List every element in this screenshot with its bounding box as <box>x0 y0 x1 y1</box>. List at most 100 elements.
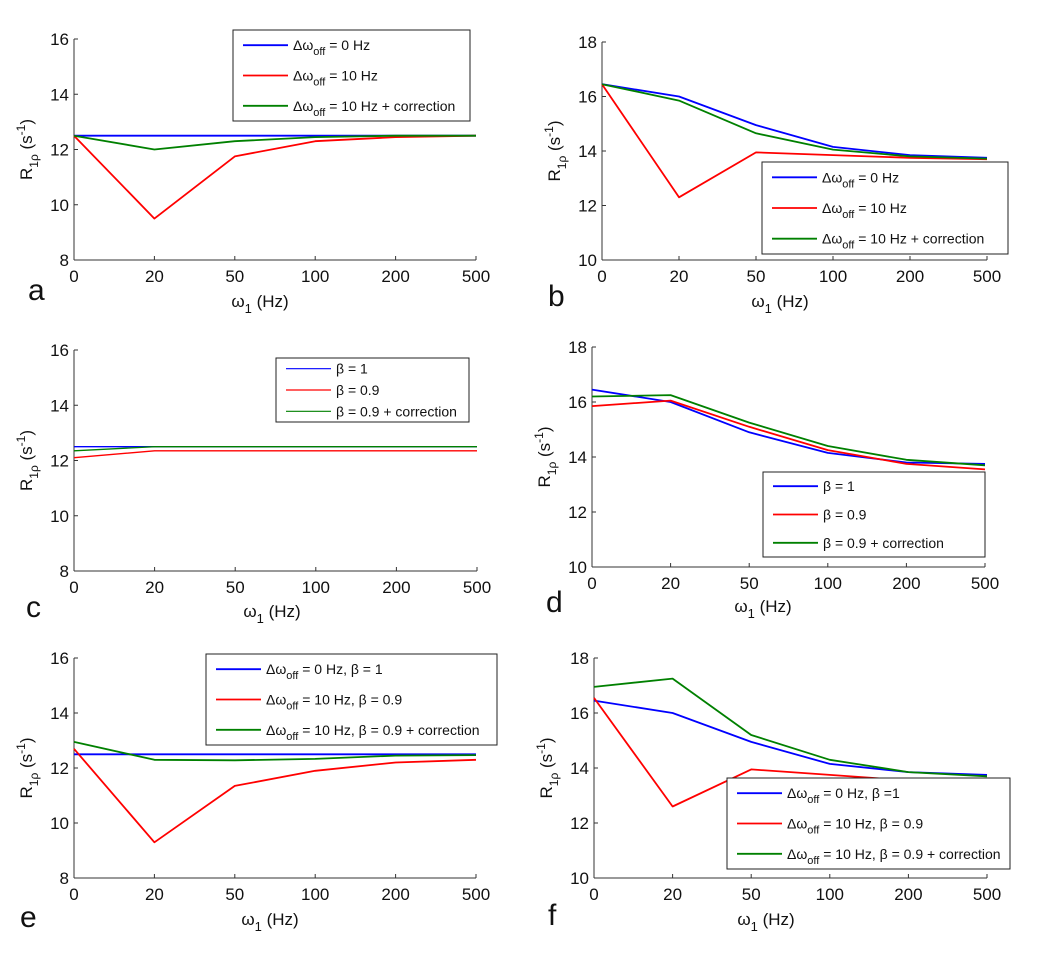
x-tick-label: 20 <box>661 574 680 593</box>
legend-label: Δωoff = 10 Hz, β = 0.9 + correction <box>266 722 480 743</box>
x-tick-label: 100 <box>816 885 844 904</box>
x-tick-label: 100 <box>814 574 842 593</box>
x-tick-label: 200 <box>382 578 410 597</box>
x-tick-label: 200 <box>894 885 922 904</box>
legend-label: Δωoff = 10 Hz <box>293 68 378 89</box>
x-tick-label: 0 <box>69 578 78 597</box>
series-line-2 <box>73 450 477 459</box>
y-tick-label: 8 <box>60 251 69 270</box>
y-tick-label: 10 <box>568 558 587 577</box>
legend: Δωoff = 0 Hz Δωoff = 10 Hz Δωoff = 10 Hz +… <box>761 161 1009 255</box>
x-axis-label: ω1 (Hz) <box>231 292 288 316</box>
x-tick-label: 0 <box>69 267 78 286</box>
x-tick-label: 20 <box>663 885 682 904</box>
x-tick-label: 0 <box>69 885 78 904</box>
x-tick-label: 200 <box>896 267 924 286</box>
panel-c: 8 10 12 14 16 0 20 50 100 200 500 ω1 (Hz) R1ρ (s-1) β… <box>14 341 491 626</box>
y-tick-label: 14 <box>570 759 589 778</box>
y-tick-label: 8 <box>60 869 69 888</box>
panel-d: 10 12 14 16 18 0 20 50 100 200 500 ω1 (Hz) R1ρ (s-1)… <box>532 338 999 621</box>
x-tick-label: 50 <box>742 885 761 904</box>
legend: Δωoff = 0 Hz, β =1 Δωoff = 10 Hz, β = 0.9… <box>726 777 1011 870</box>
legend-label: Δωoff = 0 Hz <box>822 169 899 190</box>
x-tick-label: 500 <box>973 885 1001 904</box>
legend-label: Δωoff = 0 Hz <box>293 37 370 58</box>
legend-label: β = 0.9 + correction <box>823 535 944 551</box>
series-line-3 <box>601 83 988 160</box>
legend-label: β = 0.9 <box>336 382 380 398</box>
legend-label: Δωoff = 10 Hz, β = 0.9 + correction <box>787 846 1001 867</box>
legend-label: Δωoff = 10 Hz + correction <box>822 231 984 252</box>
series-line-1 <box>601 83 988 159</box>
y-tick-label: 16 <box>578 88 597 107</box>
x-tick-label: 500 <box>973 267 1001 286</box>
y-tick-label: 14 <box>50 704 69 723</box>
x-tick-label: 20 <box>145 578 164 597</box>
y-tick-label: 18 <box>578 33 597 52</box>
series-line-1 <box>591 388 986 465</box>
y-tick-label: 10 <box>578 251 597 270</box>
legend: Δωoff = 0 Hz Δωoff = 10 Hz Δωoff = 10 Hz +… <box>232 29 471 122</box>
y-axis-label: R1ρ (s-1) <box>14 119 41 180</box>
y-tick-label: 8 <box>60 562 69 581</box>
x-tick-label: 0 <box>589 885 598 904</box>
panel-label: c <box>26 591 41 624</box>
legend: β = 1 β = 0.9 β = 0.9 + correction <box>762 471 986 558</box>
y-axis-label: R1ρ (s-1) <box>14 737 41 798</box>
y-tick-label: 12 <box>50 141 69 160</box>
x-tick-label: 0 <box>587 574 596 593</box>
y-tick-label: 16 <box>570 704 589 723</box>
panel-label: f <box>548 899 557 932</box>
series-line-3 <box>593 677 988 778</box>
y-tick-label: 12 <box>568 503 587 522</box>
y-tick-label: 10 <box>50 196 69 215</box>
x-tick-label: 50 <box>747 267 766 286</box>
x-tick-label: 100 <box>301 267 329 286</box>
y-tick-label: 10 <box>50 507 69 526</box>
y-axis-label: R1ρ (s-1) <box>14 430 41 491</box>
y-tick-label: 16 <box>568 393 587 412</box>
x-axis-label: ω1 (Hz) <box>241 910 298 934</box>
y-tick-label: 16 <box>50 649 69 668</box>
y-tick-label: 18 <box>568 338 587 357</box>
x-axis-label: ω1 (Hz) <box>243 602 300 626</box>
y-tick-label: 12 <box>50 452 69 471</box>
x-tick-label: 50 <box>225 267 244 286</box>
legend-label: β = 1 <box>823 478 855 494</box>
x-tick-label: 200 <box>892 574 920 593</box>
legend-label: Δωoff = 10 Hz, β = 0.9 <box>787 816 923 837</box>
x-tick-label: 200 <box>381 885 409 904</box>
legend-label: β = 0.9 + correction <box>336 403 457 419</box>
y-tick-label: 12 <box>50 759 69 778</box>
x-tick-label: 0 <box>597 267 606 286</box>
legend-label: Δωoff = 0 Hz, β = 1 <box>266 661 383 682</box>
panel-b: 10 12 14 16 18 0 20 50 100 200 500 ω1 (Hz) R1ρ (s-1)… <box>542 33 1009 316</box>
x-axis-label: ω1 (Hz) <box>734 597 791 621</box>
legend: Δωoff = 0 Hz, β = 1 Δωoff = 10 Hz, β = 0.… <box>205 653 498 746</box>
y-tick-label: 12 <box>578 197 597 216</box>
series-line-2 <box>73 748 477 844</box>
y-tick-label: 14 <box>50 396 69 415</box>
series-line-1 <box>593 699 988 776</box>
y-tick-label: 10 <box>50 814 69 833</box>
series-line-2 <box>591 399 986 471</box>
y-tick-label: 18 <box>570 649 589 668</box>
x-axis-label: ω1 (Hz) <box>751 292 808 316</box>
legend-label: β = 0.9 <box>823 507 867 523</box>
x-tick-label: 500 <box>462 885 490 904</box>
y-tick-label: 16 <box>50 30 69 49</box>
series-line-3 <box>591 394 986 467</box>
x-tick-label: 20 <box>670 267 689 286</box>
legend-label: Δωoff = 10 Hz <box>822 200 907 221</box>
panel-label: e <box>20 901 37 934</box>
x-tick-label: 50 <box>226 578 245 597</box>
x-tick-label: 20 <box>145 267 164 286</box>
panel-f: 10 12 14 16 18 0 20 50 100 200 500 ω1 (Hz) R1ρ (s-1)… <box>534 649 1011 934</box>
series-line-3 <box>73 446 477 452</box>
y-tick-label: 14 <box>578 142 597 161</box>
legend-label: Δωoff = 10 Hz + correction <box>293 98 455 119</box>
y-tick-label: 12 <box>570 814 589 833</box>
y-axis-label: R1ρ (s-1) <box>542 120 569 181</box>
panel-a: 8 10 12 14 16 0 20 50 100 200 500 ω1 (Hz) R1ρ (s-1) Δ… <box>14 29 490 316</box>
